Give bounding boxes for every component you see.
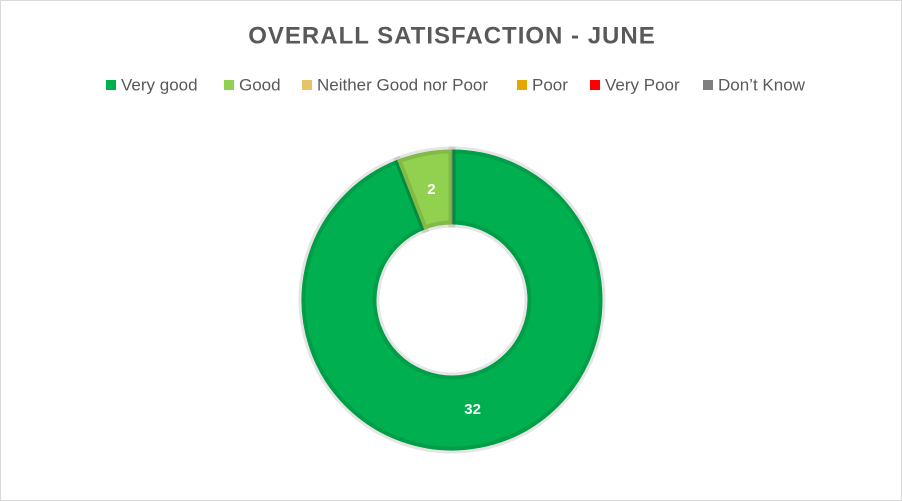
chart-title: OVERALL SATISFACTION - JUNE	[248, 22, 655, 49]
legend-swatch	[703, 80, 713, 90]
legend-label: Don’t Know	[718, 75, 806, 94]
legend-swatch	[590, 80, 600, 90]
data-label: 32	[464, 401, 481, 418]
legend-swatch	[302, 80, 312, 90]
legend-label: Poor	[532, 75, 568, 94]
legend-label: Very good	[121, 75, 198, 94]
segment-border	[298, 146, 606, 454]
legend-label: Good	[239, 75, 281, 94]
legend-label: Neither Good nor Poor	[317, 75, 488, 94]
donut-segment	[301, 149, 603, 451]
legend-swatch	[224, 80, 234, 90]
legend-swatch	[106, 80, 116, 90]
data-label: 2	[427, 181, 435, 198]
legend-label: Very Poor	[605, 75, 680, 94]
legend-swatch	[517, 80, 527, 90]
